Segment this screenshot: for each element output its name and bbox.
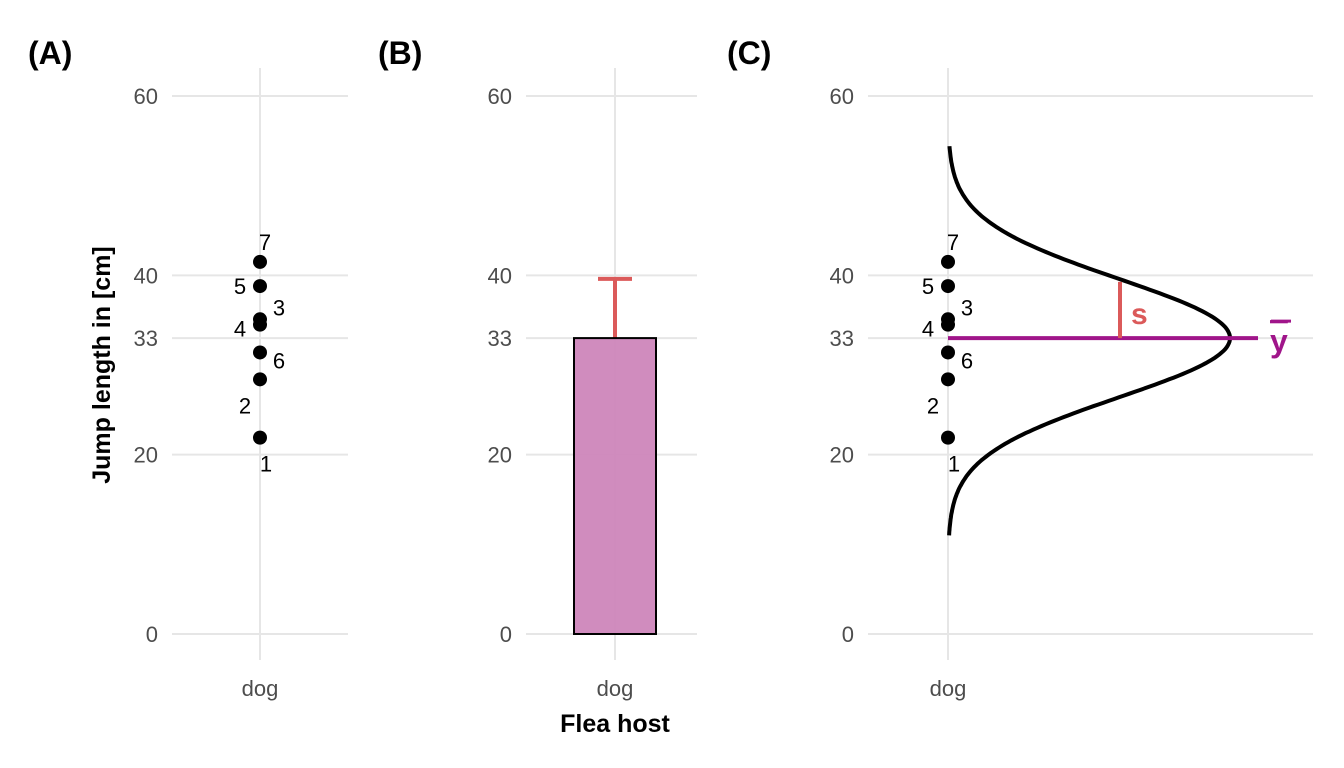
x-tick-label: dog xyxy=(242,676,279,701)
panel-label: (B) xyxy=(378,35,422,71)
panel-label: (A) xyxy=(28,35,72,71)
x-tick-label: dog xyxy=(597,676,634,701)
point-label: 1 xyxy=(260,452,272,477)
data-point-4 xyxy=(253,317,267,332)
data-point-5 xyxy=(941,279,955,294)
point-label: 2 xyxy=(927,393,939,418)
y-tick-label: 0 xyxy=(146,622,158,647)
y-tick-label: 33 xyxy=(488,326,512,351)
point-label: 2 xyxy=(239,393,251,418)
data-point-2 xyxy=(941,372,955,387)
bar-dog xyxy=(573,337,657,635)
data-point-7 xyxy=(253,254,267,269)
x-axis-title: Flea host xyxy=(560,710,670,738)
y-tick-label: 40 xyxy=(134,263,158,288)
data-point-1 xyxy=(941,430,955,445)
y-tick-label: 20 xyxy=(134,443,158,468)
point-label: 5 xyxy=(922,274,934,299)
data-point-5 xyxy=(253,279,267,294)
point-label: 7 xyxy=(259,230,271,255)
point-label: 1 xyxy=(948,452,960,477)
y-tick-label: 33 xyxy=(134,326,158,351)
y-tick-label: 0 xyxy=(500,622,512,647)
point-label: 7 xyxy=(947,230,959,255)
y-tick-label: 20 xyxy=(488,443,512,468)
y-tick-label: 40 xyxy=(830,263,854,288)
y-tick-label: 60 xyxy=(488,84,512,109)
panel-label: (C) xyxy=(727,35,771,71)
data-point-6 xyxy=(253,345,267,360)
y-tick-label: 33 xyxy=(830,326,854,351)
y-tick-label: 40 xyxy=(488,263,512,288)
point-label: 5 xyxy=(234,274,246,299)
y-tick-label: 60 xyxy=(134,84,158,109)
x-tick-label: dog xyxy=(930,676,967,701)
y-tick-label: 20 xyxy=(830,443,854,468)
data-point-1 xyxy=(253,430,267,445)
data-point-6 xyxy=(941,345,955,360)
y-axis-title: Jump length in [cm] xyxy=(88,246,116,484)
point-label: 4 xyxy=(922,317,934,342)
sd-label: s xyxy=(1131,298,1148,331)
mean-label: y xyxy=(1270,323,1288,359)
y-tick-label: 60 xyxy=(830,84,854,109)
normal-curve xyxy=(947,146,1233,536)
point-label: 6 xyxy=(961,348,973,373)
point-label: 3 xyxy=(961,295,973,320)
data-point-4 xyxy=(941,317,955,332)
data-point-7 xyxy=(941,254,955,269)
point-label: 4 xyxy=(234,317,246,342)
data-point-2 xyxy=(253,372,267,387)
point-label: 3 xyxy=(273,295,285,320)
y-tick-label: 0 xyxy=(842,622,854,647)
point-label: 6 xyxy=(273,348,285,373)
